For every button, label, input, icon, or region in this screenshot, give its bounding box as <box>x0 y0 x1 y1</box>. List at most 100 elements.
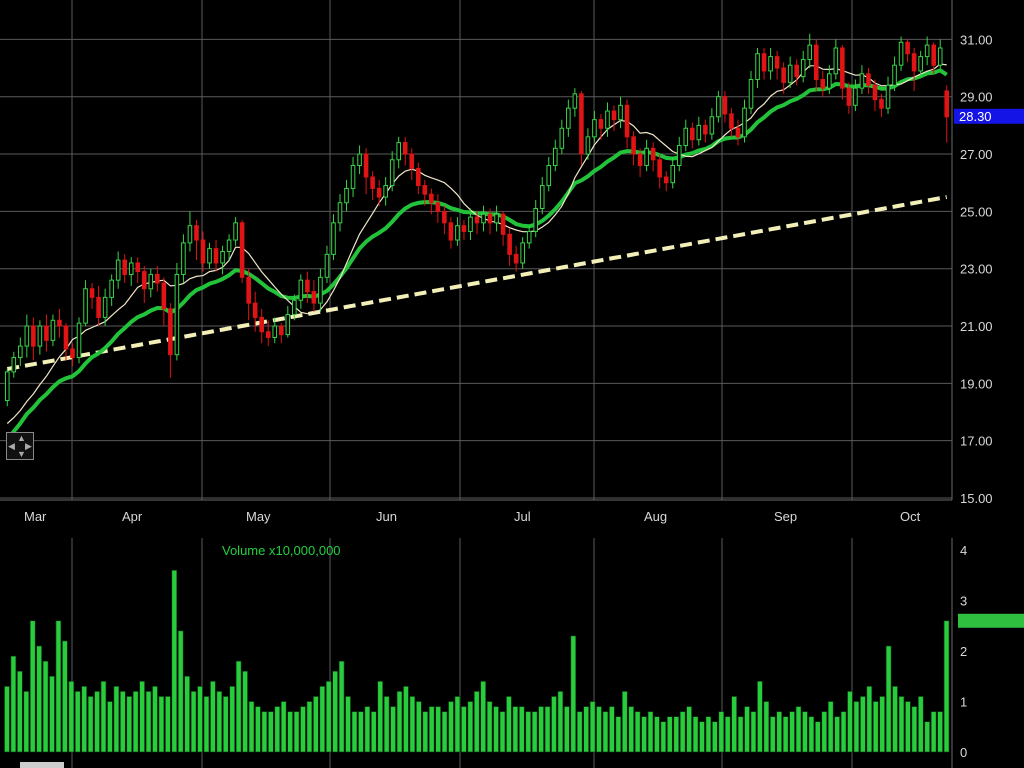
candle <box>794 59 799 86</box>
candle <box>370 171 375 200</box>
candle-body <box>448 222 454 241</box>
candle-body <box>481 213 486 224</box>
candle-body <box>331 222 336 255</box>
candle-body <box>761 53 767 72</box>
candle <box>885 76 891 114</box>
month-label: Mar <box>24 509 47 524</box>
candle-body <box>500 213 506 235</box>
candle <box>539 176 545 215</box>
candle-body <box>820 79 826 89</box>
volume-bar <box>184 675 190 753</box>
candle-body <box>683 127 689 146</box>
pan-navigation-button[interactable]: ▲ ▼ ◀ ▶ <box>6 432 34 460</box>
price-tick-label: 15.00 <box>960 491 993 506</box>
candle-body <box>18 345 23 359</box>
volume-bar <box>248 701 255 753</box>
volume-bar <box>506 696 512 753</box>
price-tick-label: 31.00 <box>960 32 993 47</box>
candle <box>520 237 525 269</box>
volume-bar <box>551 696 557 753</box>
volume-bar <box>396 691 403 753</box>
volume-tick-label: 3 <box>960 594 967 609</box>
candle <box>70 343 75 367</box>
candle-body <box>592 119 597 138</box>
volume-bar <box>879 696 885 753</box>
volume-bar <box>493 706 499 753</box>
candle-body <box>611 110 617 121</box>
candle-body <box>376 187 382 198</box>
candle-body <box>155 273 160 284</box>
volume-bar <box>165 696 171 753</box>
candle <box>592 111 597 143</box>
price-tick-label: 25.00 <box>960 204 993 219</box>
candle <box>866 68 871 94</box>
volume-bar <box>197 686 203 753</box>
volume-bar <box>319 686 326 753</box>
candle-body <box>539 185 545 210</box>
candle <box>272 317 278 344</box>
candle <box>918 50 923 77</box>
volume-bar <box>827 701 834 753</box>
candle-body <box>11 357 17 373</box>
candle <box>174 262 180 361</box>
price-tick-label: 19.00 <box>960 376 993 391</box>
candle-body <box>128 262 134 275</box>
volume-bar <box>718 711 725 753</box>
candle <box>507 228 512 266</box>
candle-body <box>755 53 760 81</box>
price-tick-label: 27.00 <box>960 147 993 162</box>
candle-body <box>357 153 362 167</box>
candle <box>631 131 636 166</box>
candle <box>448 217 454 249</box>
volume-bar <box>602 711 609 753</box>
candle-body <box>637 153 643 167</box>
month-label: Jun <box>376 509 397 524</box>
candle-body <box>187 225 193 244</box>
volume-bar <box>531 711 538 753</box>
volume-bar <box>564 706 570 753</box>
volume-bar <box>242 670 248 753</box>
candle <box>605 102 610 137</box>
volume-bar <box>235 660 242 753</box>
candle <box>324 245 330 284</box>
candle <box>148 268 154 298</box>
candle-body <box>918 56 923 72</box>
toolbar-button[interactable] <box>20 762 64 768</box>
candle <box>259 308 264 344</box>
candle <box>239 219 245 284</box>
volume-bar <box>332 670 338 753</box>
candle <box>44 314 49 352</box>
candle <box>11 351 17 378</box>
candle <box>696 116 702 146</box>
candle-body <box>37 325 43 347</box>
candle <box>644 139 649 172</box>
candle-body <box>709 116 715 135</box>
candle <box>898 36 904 71</box>
volume-tick-label: 0 <box>960 745 967 760</box>
candle-body <box>63 325 69 350</box>
volume-bar <box>712 721 718 753</box>
candle-body <box>872 84 878 101</box>
candle-body <box>70 348 75 359</box>
candle-body <box>233 222 238 241</box>
candle <box>500 211 506 246</box>
candle <box>481 205 486 232</box>
volume-bar <box>789 711 795 753</box>
candle <box>611 105 617 132</box>
candles <box>4 33 950 407</box>
candle <box>402 136 408 166</box>
candle-body <box>115 259 121 281</box>
volume-bar <box>210 681 216 753</box>
volume-bar <box>782 716 789 753</box>
candle-body <box>44 325 49 341</box>
candle-body <box>781 67 786 83</box>
price-tick-label: 17.00 <box>960 434 993 449</box>
candle-body <box>24 325 30 347</box>
last-price-marker: 28.30 <box>954 108 1024 124</box>
volume-bar <box>634 711 641 753</box>
candle-body <box>422 185 428 195</box>
candle-body <box>4 371 10 402</box>
candle <box>455 217 460 246</box>
candle <box>24 314 30 358</box>
